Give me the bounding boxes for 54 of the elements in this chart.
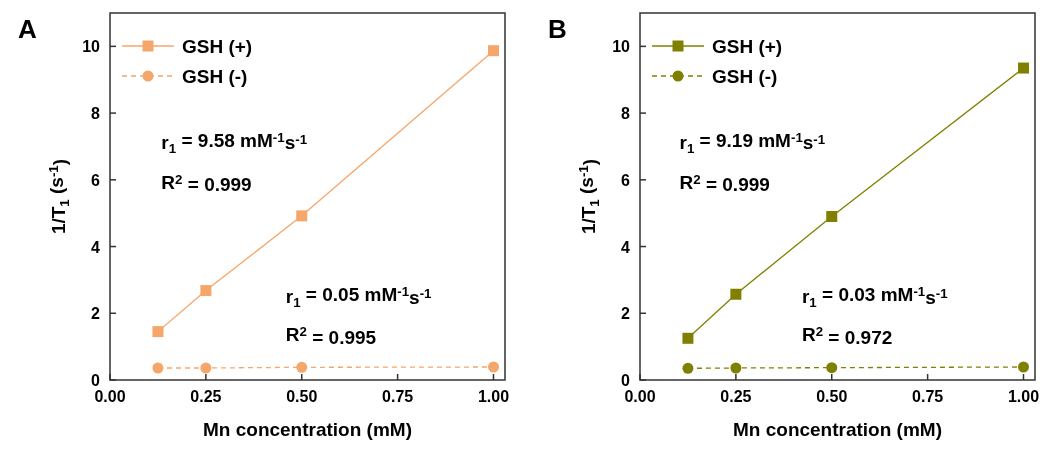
annotation: R$^{2}$ = 0.999 [679, 171, 770, 196]
chart-title: A [18, 14, 37, 44]
x-tick-label: 0.00 [624, 388, 656, 405]
y-tick-label: 8 [621, 105, 631, 123]
y-tick-label: 0 [621, 372, 631, 389]
y-tick-label: 0 [91, 372, 101, 389]
point [200, 285, 212, 297]
annotation: r$_{1}$ = 9.58 mM$^{-1}$s$^{-1}$ [161, 129, 308, 156]
y-tick-label: 10 [82, 38, 101, 56]
point [1018, 62, 1029, 74]
annotation: r$_{1}$ = 9.19 mM$^{-1}$s$^{-1}$ [679, 129, 826, 156]
legend-label: GSH (+) [712, 36, 783, 57]
annotation: R$^{2}$ = 0.999 [161, 171, 252, 196]
x-tick-label: 0.25 [720, 388, 752, 405]
x-tick-label: 1.00 [477, 388, 510, 405]
x-tick-label: 0.50 [816, 388, 848, 405]
y-tick-label: 10 [612, 38, 631, 56]
point [826, 211, 838, 223]
y-tick-label: 2 [91, 305, 101, 323]
x-tick-label: 0.00 [94, 388, 126, 405]
annotation: r$_{1}$ = 0.05 mM$^{-1}$s$^{-1}$ [285, 283, 433, 310]
point [488, 45, 499, 57]
x-tick-label: 0.50 [286, 388, 318, 405]
annotation: R$^{2}$ = 0.995 [285, 324, 377, 348]
point [152, 362, 164, 374]
y-tick-label: 4 [91, 238, 101, 256]
annotation: R$^{2}$ = 0.972 [801, 324, 893, 348]
x-axis-title: Mn concentration (mM) [203, 419, 412, 440]
y-tick-label: 6 [621, 171, 631, 189]
y-tick-label: 4 [621, 238, 631, 256]
y-tick-label: 8 [91, 105, 101, 123]
point [200, 362, 212, 374]
point [152, 326, 164, 338]
y-tick-label: 6 [91, 171, 101, 189]
point [488, 361, 499, 373]
point [730, 362, 742, 374]
x-tick-label: 0.75 [382, 388, 414, 405]
annotation: r$_{1}$ = 0.03 mM$^{-1}$s$^{-1}$ [801, 283, 949, 310]
legend-label: GSH (-) [712, 66, 778, 87]
point [682, 332, 694, 344]
point [296, 361, 308, 373]
legend-label: GSH (+) [182, 36, 253, 57]
chart-title: B [548, 14, 567, 44]
x-tick-label: 1.00 [1007, 388, 1040, 405]
point [682, 362, 694, 374]
point [1018, 361, 1029, 373]
legend-label: GSH (-) [182, 66, 248, 87]
x-axis-title: Mn concentration (mM) [733, 419, 942, 440]
point [296, 210, 308, 222]
point [730, 288, 742, 300]
point [826, 362, 838, 374]
y-tick-label: 2 [621, 305, 631, 323]
x-tick-label: 0.75 [912, 388, 944, 405]
x-tick-label: 0.25 [190, 388, 222, 405]
